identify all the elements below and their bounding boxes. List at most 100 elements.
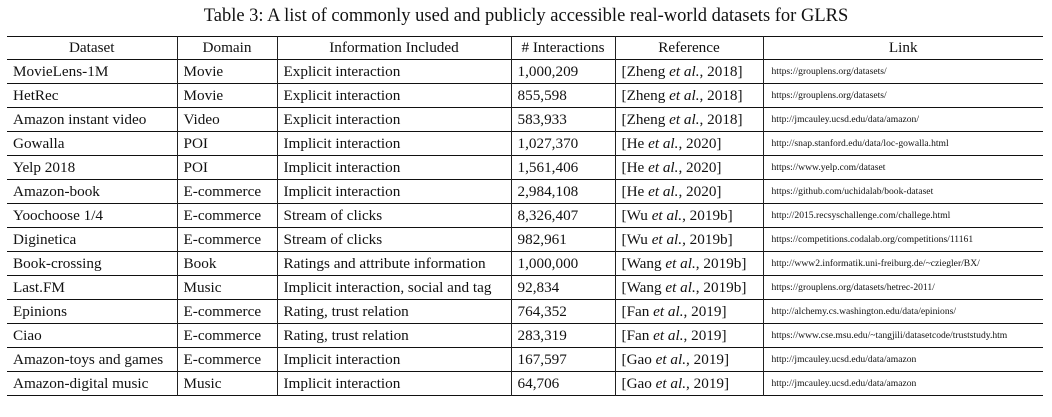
reference-cell: [Fan et al., 2019] [614,323,763,348]
reference-author: Zheng [626,62,666,80]
reference-cell: [Wang et al., 2019b] [614,251,763,276]
domain-cell: E-commerce [176,227,277,252]
link-cell: https://github.com/uchidalab/book-datase… [762,179,1043,204]
link-cell: http://www2.informatik.uni-freiburg.de/~… [762,251,1043,276]
dataset-cell: Book-crossing [13,254,102,272]
table-row: MovieLens-1M Movie Explicit interaction 1,0… [7,59,1043,84]
reference-author: Gao [626,374,652,392]
table-row: Last.FM Music Implicit interaction, social… [7,275,1043,300]
link-cell: http://snap.stanford.edu/data/loc-gowall… [762,131,1043,156]
dataset-cell: HetRec [13,86,59,104]
interactions-cell: 2,984,108 [510,179,615,204]
interactions-cell: 982,961 [510,227,615,252]
reference-year: 2019b [689,230,728,248]
reference-cell: [Wu et al., 2019b] [614,203,763,228]
info-cell: Explicit interaction [276,59,511,84]
header-row: Dataset Domain Information Included # In… [7,36,1043,60]
reference-author: Fan [626,302,650,320]
info-cell: Implicit interaction [276,131,511,156]
interactions-cell: 167,597 [510,347,615,372]
interactions-cell: 64,706 [510,371,615,396]
table-row: HetRec Movie Explicit interaction 855,598 [Z… [7,83,1043,108]
domain-cell: E-commerce [176,203,277,228]
reference-year: 2018 [707,86,738,104]
table-row: Epinions E-commerce Rating, trust relation… [7,299,1043,324]
table-row: Amazon-digital music Music Implicit intera… [7,371,1043,396]
link-cell: https://www.cse.msu.edu/~tangjili/datase… [762,323,1043,348]
domain-cell: Movie [176,83,277,108]
reference-author: Wang [626,278,662,296]
reference-year: 2018 [707,110,738,128]
reference-cell: [He et al., 2020] [614,155,763,180]
link-cell: https://www.yelp.com/dataset [762,155,1043,180]
reference-cell: [Zheng et al., 2018] [614,107,763,132]
table-row: Yelp 2018 POI Implicit interaction 1,561,40… [7,155,1043,180]
link-cell: http://alchemy.cs.washington.edu/data/ep… [762,299,1043,324]
info-cell: Implicit interaction [276,155,511,180]
reference-author: Fan [626,326,650,344]
dataset-cell: Amazon-toys and games [13,350,164,368]
datasets-table: Dataset Domain Information Included # In… [7,36,1043,396]
link-cell: http://jmcauley.ucsd.edu/data/amazon [762,347,1043,372]
interactions-cell: 8,326,407 [510,203,615,228]
reference-author: He [626,158,645,176]
reference-cell: [Fan et al., 2019] [614,299,763,324]
reference-year: 2019b [703,278,742,296]
interactions-cell: 1,027,370 [510,131,615,156]
info-cell: Explicit interaction [276,107,511,132]
domain-cell: Music [176,371,277,396]
link-cell: https://grouplens.org/datasets/ [762,59,1043,84]
info-cell: Stream of clicks [276,227,511,252]
info-cell: Rating, trust relation [276,299,511,324]
reference-author: Zheng [626,110,666,128]
interactions-cell: 764,352 [510,299,615,324]
dataset-cell: Yoochoose 1/4 [13,206,104,224]
table-row: Amazon-toys and games E-commerce Implicit … [7,347,1043,372]
reference-author: Gao [626,350,652,368]
info-cell: Implicit interaction, social and tag [276,275,511,300]
reference-cell: [He et al., 2020] [614,179,763,204]
header-link: Link [762,36,1043,60]
interactions-cell: 1,561,406 [510,155,615,180]
link-cell: https://competitions.codalab.org/competi… [762,227,1043,252]
dataset-cell: MovieLens-1M [13,62,109,80]
dataset-cell: Yelp 2018 [13,158,76,176]
domain-cell: E-commerce [176,323,277,348]
domain-cell: E-commerce [176,179,277,204]
dataset-cell: Ciao [13,326,42,344]
header-dataset: Dataset [68,39,115,56]
table-row: Diginetica E-commerce Stream of clicks 982,… [7,227,1043,252]
reference-year: 2019b [689,206,728,224]
domain-cell: E-commerce [176,299,277,324]
link-cell: http://2015.recsyschallenge.com/challege… [762,203,1043,228]
reference-year: 2020 [686,182,717,200]
reference-year: 2019b [703,254,742,272]
reference-author: He [626,134,645,152]
dataset-cell: Diginetica [13,230,77,248]
header-domain: Domain [176,36,277,60]
table-row: Amazon instant video Video Explicit intera… [7,107,1043,132]
dataset-cell: Gowalla [13,134,65,152]
table-row: Gowalla POI Implicit interaction 1,027,370[… [7,131,1043,156]
table-row: Yoochoose 1/4 E-commerce Stream of clicks 8… [7,203,1043,228]
reference-cell: [Wu et al., 2019b] [614,227,763,252]
reference-author: Zheng [626,86,666,104]
domain-cell: POI [176,131,277,156]
interactions-cell: 1,000,209 [510,59,615,84]
reference-year: 2019 [691,302,722,320]
reference-year: 2019 [691,326,722,344]
info-cell: Explicit interaction [276,83,511,108]
reference-year: 2019 [693,374,725,392]
info-cell: Implicit interaction [276,179,511,204]
info-cell: Implicit interaction [276,371,511,396]
dataset-cell: Amazon-digital music [13,374,149,392]
interactions-cell: 583,933 [510,107,615,132]
reference-author: He [626,182,645,200]
interactions-cell: 1,000,000 [510,251,615,276]
link-cell: https://grouplens.org/datasets/hetrec-20… [762,275,1043,300]
dataset-cell: Last.FM [13,278,65,296]
info-cell: Rating, trust relation [276,323,511,348]
link-cell: http://jmcauley.ucsd.edu/data/amazon [762,371,1043,396]
reference-cell: [Zheng et al., 2018] [614,83,763,108]
table-row: Ciao E-commerce Rating, trust relation 283,… [7,323,1043,348]
